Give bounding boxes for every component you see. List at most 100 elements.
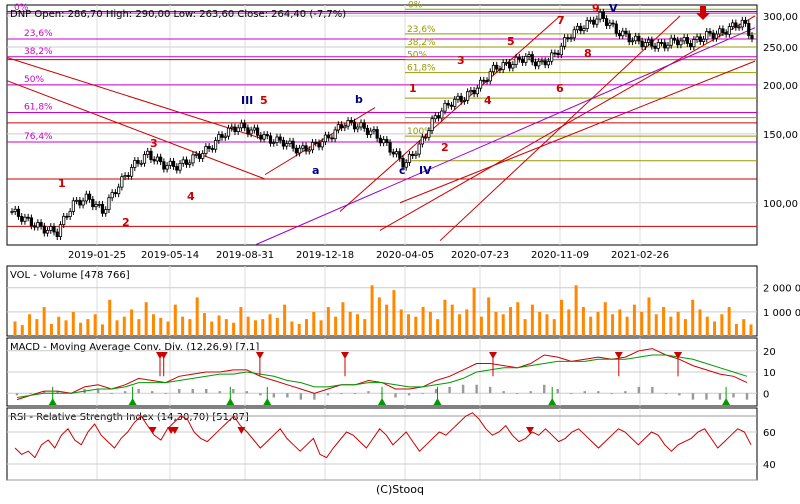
candle: [611, 22, 615, 25]
volume-bar: [312, 311, 316, 336]
fib-right-label: 38,2%: [407, 38, 436, 48]
candle: [107, 197, 111, 210]
candle: [630, 40, 635, 43]
volume-bar: [436, 319, 440, 336]
candle: [462, 100, 467, 102]
macd-line: [16, 354, 748, 398]
candle: [23, 216, 27, 222]
macd-histogram-bar: [461, 384, 465, 394]
volume-bar: [698, 309, 702, 336]
wave-label: 5: [260, 94, 268, 107]
panel-title: VOL - Volume [478 766]: [10, 270, 130, 281]
y-tick-label: 2 000 000: [763, 284, 800, 295]
candle: [233, 126, 237, 133]
candle: [491, 64, 496, 73]
candle: [466, 91, 470, 101]
channel-line: [399, 60, 756, 204]
macd-histogram-bar: [313, 393, 316, 400]
volume-bar: [465, 309, 469, 336]
candle: [530, 54, 534, 63]
volume-bar: [450, 304, 454, 336]
candle: [188, 162, 192, 165]
volume-bar: [567, 309, 571, 336]
candle: [117, 186, 121, 195]
macd-histogram-bar: [543, 384, 546, 394]
candle: [663, 42, 667, 49]
volume-bar: [283, 304, 287, 336]
candle: [113, 192, 118, 195]
wave-label: 7: [557, 14, 565, 27]
candle: [78, 199, 82, 206]
y-tick-label: 250,00: [763, 43, 798, 54]
panel-title: MACD - Moving Average Conv. Div. (12,26,…: [10, 342, 259, 353]
candle: [734, 22, 738, 28]
candle: [391, 151, 395, 155]
volume-bar: [28, 314, 32, 336]
wave-label: 3: [457, 54, 465, 67]
volume-bar: [42, 307, 46, 336]
volume-bar: [720, 314, 724, 336]
candle: [336, 124, 340, 131]
candle: [26, 216, 30, 219]
candle: [388, 142, 392, 153]
candle: [689, 43, 693, 48]
candle: [146, 150, 150, 155]
candle: [382, 139, 386, 144]
sell-signal-marker: [614, 352, 623, 359]
sell-signal-marker: [255, 352, 264, 359]
candle: [36, 222, 40, 228]
candle: [20, 216, 24, 222]
volume-bar: [683, 319, 687, 336]
macd-histogram-bar: [164, 393, 167, 395]
candle: [650, 39, 654, 47]
volume-bar: [275, 317, 279, 336]
candle: [404, 162, 408, 168]
macd-histogram-bar: [42, 391, 46, 394]
candle: [617, 32, 622, 37]
candle: [398, 151, 402, 159]
volume-bar: [334, 316, 338, 336]
candle: [669, 37, 673, 46]
candle: [327, 134, 331, 139]
candle: [159, 156, 163, 163]
macd-histogram-bar: [745, 393, 749, 400]
candle: [485, 80, 489, 82]
volume-bar: [246, 316, 250, 336]
candle: [501, 62, 505, 71]
y-tick-label: 10: [763, 368, 776, 379]
candle: [13, 208, 17, 212]
candle: [604, 18, 609, 26]
y-tick-label: 100,00: [763, 199, 798, 210]
candle: [165, 165, 169, 170]
candle: [659, 42, 664, 44]
volume-bar: [64, 320, 68, 336]
macd-histogram-bar: [326, 393, 330, 396]
wave-label: 9: [592, 2, 600, 15]
candle: [246, 127, 250, 135]
candle: [624, 30, 628, 35]
candle: [482, 79, 486, 82]
candle: [750, 35, 754, 40]
panel-frame: [6, 4, 758, 246]
candle: [550, 52, 554, 62]
candle: [656, 42, 660, 49]
candle: [365, 127, 370, 135]
candle: [191, 154, 195, 164]
buy-signal-marker: [48, 398, 57, 405]
macd-histogram-bar: [340, 393, 343, 395]
sell-signal-marker: [237, 427, 246, 434]
candle: [307, 149, 311, 152]
candle: [556, 52, 560, 56]
macd-histogram-bar: [15, 393, 19, 396]
candle: [304, 145, 308, 152]
x-tick-label: 2019-12-18: [296, 250, 354, 261]
buy-signal-marker: [378, 398, 386, 405]
candle: [97, 203, 101, 206]
candle: [498, 68, 502, 71]
candle: [695, 36, 699, 40]
candle: [456, 95, 460, 100]
wave-label: 8: [584, 47, 592, 60]
candle: [87, 193, 92, 200]
candle: [100, 203, 105, 214]
macd-histogram-bar: [421, 393, 424, 395]
